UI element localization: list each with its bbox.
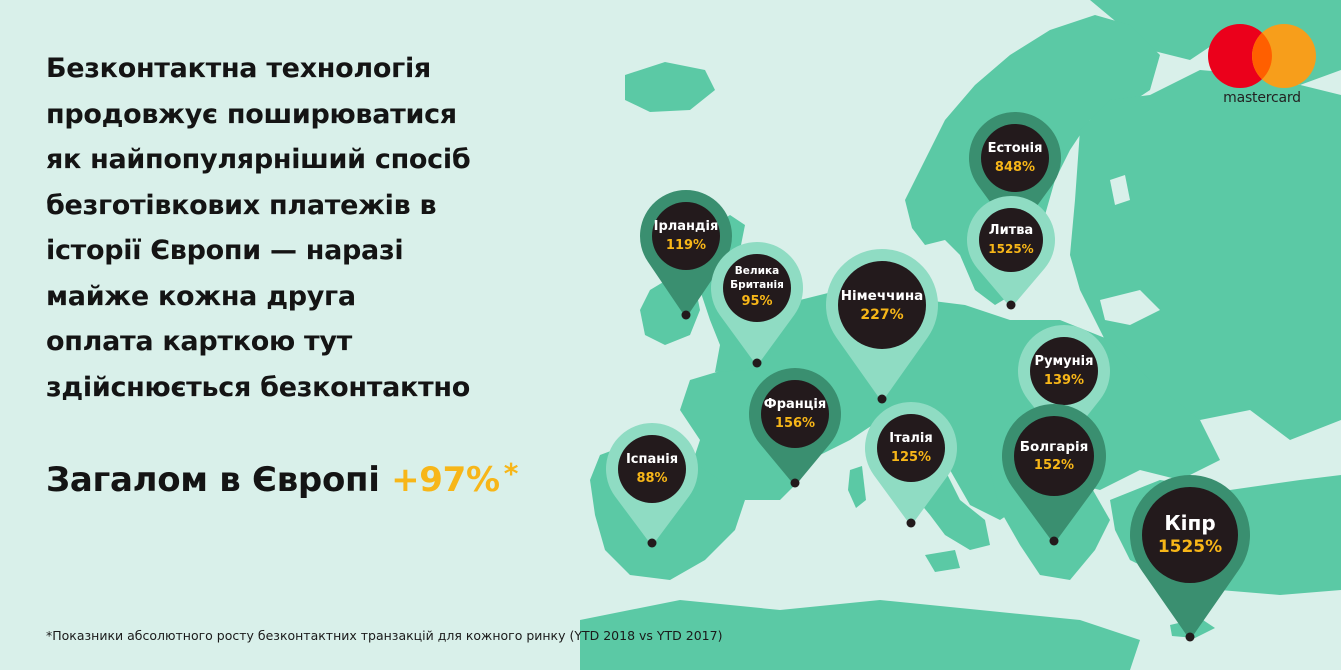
map-pin-icon [826,249,938,404]
pin-value-label: 125% [890,450,932,465]
headline: Безконтактна технологія продовжує поширю… [46,46,566,410]
pin-point [1185,632,1195,642]
pin-point [877,394,887,404]
headline-line: оплата карткою тут [46,326,353,357]
pin-value-label: 139% [1043,373,1085,388]
pin-point [906,518,916,528]
footnote: *Показники абсолютного росту безконтактн… [46,628,723,643]
pin-value-label: 119% [665,238,707,253]
pin-value-label: 95% [741,294,773,309]
pin-bubble [618,435,686,503]
headline-line: історії Європи — наразі [46,235,404,266]
pin-bubble [723,254,791,322]
pin-bulgaria: Болгарія 152% [1000,402,1108,552]
pin-value-label: 848% [994,160,1036,175]
map-pin-icon [967,196,1055,310]
pin-value-label: 156% [774,416,816,431]
pin-bubble [652,202,720,270]
pin-value-label: 88% [636,471,668,486]
pin-germany: Німеччина 227% [824,247,940,410]
map-pin-icon [1130,475,1250,642]
pin-bubble [981,124,1049,192]
europe-total-label: Загалом в Європі [46,460,380,500]
europe-total: Загалом в Європі +97% * [46,457,518,500]
headline-line: Безконтактна технологія [46,53,431,84]
pin-lithuania: Литва 1525% [965,194,1057,316]
headline-line: як найпопулярніший спосіб [46,144,471,175]
pin-value-label: 227% [860,307,904,323]
pin-bubble [1030,337,1098,405]
pin-united-kingdom: Велика Британія 95% [709,240,805,374]
headline-line: безготівкових платежів в [46,189,437,221]
pin-point [790,478,800,488]
pin-country-label: Британія [730,279,784,291]
pin-country-label: Італія [889,431,933,446]
pin-country-label: Естонія [987,141,1043,156]
pin-bubble [1142,487,1238,583]
map-pin-icon [1002,404,1106,546]
map-pin-icon [749,368,841,488]
pin-point [1049,536,1059,546]
mastercard-logo-icon [1208,24,1316,88]
headline-line: продовжує поширюватися [46,98,457,130]
pin-bubble [761,380,829,448]
pin-estonia: Естонія 848% [967,110,1063,244]
headline-line: здійснюється безконтактно [46,371,470,403]
pin-value-label: 1525% [988,242,1034,256]
map-pin-icon [606,423,698,548]
pin-bubble [979,208,1043,272]
mastercard-wordmark: mastercard [1223,90,1301,106]
pin-point [752,358,762,368]
pin-point [1006,300,1016,310]
headline-line: майже кожна друга [46,280,356,312]
pin-country-label: Литва [988,223,1034,238]
map-pin-icon [640,190,732,320]
pin-country-label: Кіпр [1164,511,1216,535]
pin-country-label: Франція [763,397,827,412]
map-pin-icon [711,242,803,368]
pin-point [647,538,657,548]
pin-cyprus: Кіпр 1525% [1128,473,1252,648]
pin-country-label: Німеччина [840,287,924,304]
pin-country-label: Болгарія [1019,438,1089,455]
europe-total-asterisk: * [503,457,519,490]
pin-value-label: 152% [1033,458,1075,473]
europe-total-value: +97% [391,460,500,500]
pin-bubble [877,414,945,482]
pin-bubble [1014,416,1094,496]
pin-bubble [838,261,926,349]
pin-spain: Іспанія 88% [604,421,700,554]
pin-country-label: Ірландія [653,219,719,234]
pin-value-label: 1525% [1157,537,1223,557]
pin-france: Франція 156% [747,366,843,494]
pin-ireland: Ірландія 119% [638,188,734,326]
pin-country-label: Румунія [1034,354,1094,369]
pin-point [681,310,691,320]
pin-country-label: Велика [734,265,780,277]
lakes [1100,175,1160,325]
pin-italy: Італія 125% [863,400,959,534]
pin-country-label: Іспанія [625,452,679,467]
map-pin-icon [865,402,957,528]
